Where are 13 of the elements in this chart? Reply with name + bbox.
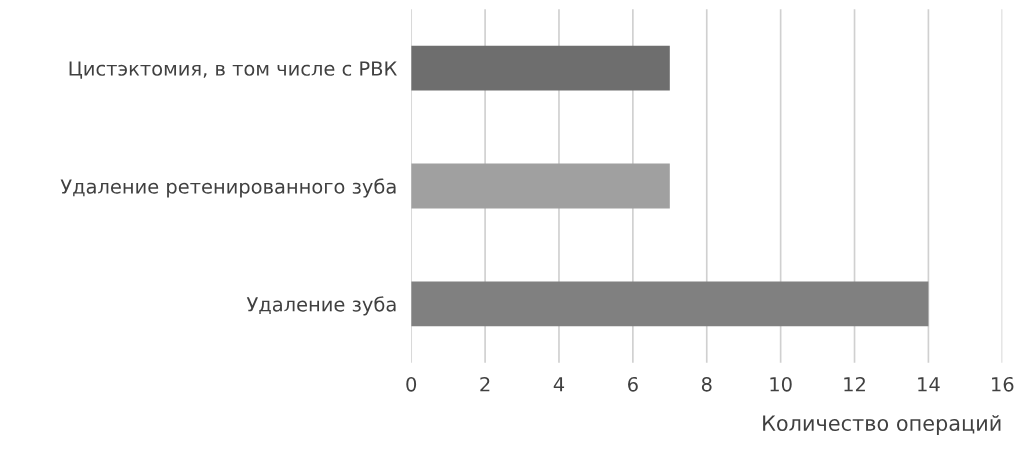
- x-tick-label: 6: [628, 376, 638, 392]
- y-tick-label: Удаление ретенированного зуба: [60, 178, 396, 198]
- x-tick-label: 10: [770, 376, 792, 392]
- x-tick-label: 2: [480, 376, 490, 392]
- y-tick-label: Цистэктомия, в том числе с РВК: [69, 61, 397, 79]
- x-tick-label: 8: [701, 376, 712, 392]
- x-tick-label: 12: [844, 376, 865, 392]
- x-tick-label: 14: [918, 377, 940, 392]
- x-tick-label: 4: [553, 377, 565, 392]
- x-axis-title: Количество операций: [763, 414, 1001, 436]
- x-tick-label: 16: [992, 376, 1014, 392]
- x-tick-label: 0: [406, 376, 417, 392]
- y-tick-label: Удаление зуба: [246, 296, 396, 316]
